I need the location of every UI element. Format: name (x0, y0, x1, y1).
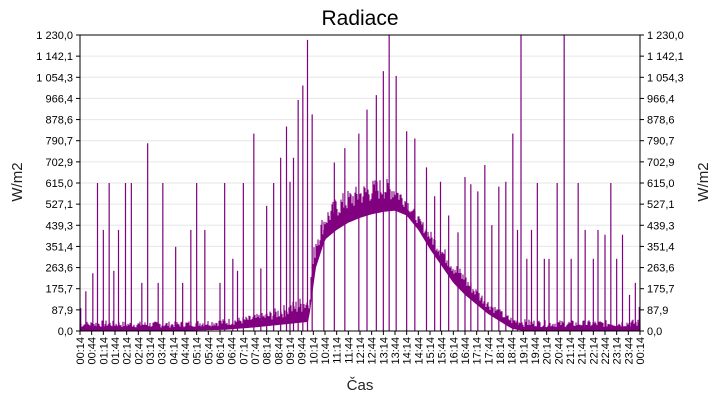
y-tick-label-left: 0,0 (58, 326, 73, 338)
x-tick-label: 14:44 (413, 337, 425, 365)
y-tick-label-right: 87,9 (647, 305, 668, 317)
y-tick-label-left: 1 230,0 (36, 30, 73, 42)
x-tick-label: 22:14 (588, 337, 600, 365)
x-tick-label: 00:14 (75, 337, 87, 365)
x-tick-label: 18:44 (507, 337, 519, 365)
x-tick-label: 08:44 (273, 337, 285, 365)
x-tick-label: 18:14 (495, 337, 507, 365)
x-tick-label: 16:14 (448, 337, 460, 365)
x-tick-label: 13:44 (390, 337, 402, 365)
y-tick-label-right: 1 230,0 (647, 30, 684, 42)
x-tick-label: 02:44 (133, 337, 145, 365)
x-tick-label: 12:14 (355, 337, 367, 365)
x-axis-title: Čas (347, 377, 374, 394)
y-tick-label-left: 790,7 (45, 136, 73, 148)
x-tick-label: 23:14 (612, 337, 624, 365)
x-tick-label: 08:14 (262, 337, 274, 365)
x-tick-label: 17:44 (483, 337, 495, 365)
y-tick-label-right: 0,0 (647, 326, 662, 338)
x-tick-label: 20:44 (553, 337, 565, 365)
y-axis-right-ticks: 0,0 87,9 175,7 263,6 351,4 439,3 527,1 615,0 702… (640, 30, 684, 338)
y-tick-label-left: 175,7 (45, 284, 73, 296)
y-tick-label-left: 702,9 (45, 157, 73, 169)
y-axis-title-left: W/m2 (9, 162, 26, 201)
x-tick-label: 19:14 (518, 337, 530, 365)
y-tick-label-left: 878,6 (45, 115, 73, 127)
x-tick-label: 16:44 (460, 337, 472, 365)
y-tick-label-left: 966,4 (45, 93, 73, 105)
y-tick-label-left: 263,6 (45, 263, 73, 275)
x-tick-label: 11:44 (343, 337, 355, 364)
x-tick-label: 13:14 (378, 337, 390, 365)
x-tick-label: 01:44 (110, 337, 122, 365)
chart-title: Radiace (321, 7, 398, 30)
x-tick-label: 10:44 (320, 337, 332, 365)
x-tick-label: 14:14 (402, 337, 414, 365)
x-tick-label: 07:44 (250, 337, 262, 365)
x-tick-label: 06:44 (227, 337, 239, 365)
y-tick-label-right: 351,4 (647, 241, 675, 253)
x-tick-label: 19:44 (530, 337, 542, 365)
x-tick-label: 20:14 (542, 337, 554, 365)
y-tick-label-right: 966,4 (647, 93, 675, 105)
y-tick-label-left: 351,4 (45, 241, 73, 253)
y-tick-label-right: 439,3 (647, 220, 675, 232)
y-tick-label-right: 702,9 (647, 157, 675, 169)
x-tick-label: 15:14 (425, 337, 437, 365)
y-tick-label-left: 615,0 (45, 178, 73, 190)
x-axis-ticks: 00:14 00:44 01:14 01:44 02:14 02:44 03:14 03:44… (75, 331, 647, 365)
x-tick-label: 02:14 (122, 337, 134, 365)
x-tick-label: 21:44 (577, 337, 589, 365)
y-tick-label-right: 790,7 (647, 136, 675, 148)
y-tick-label-left: 439,3 (45, 220, 73, 232)
x-tick-label: 05:44 (203, 337, 215, 365)
y-tick-label-left: 1 142,1 (36, 51, 73, 63)
y-axis-left-ticks: 0,0 87,9 175,7 263,6 351,4 439,3 527,1 615,0 702… (36, 30, 80, 338)
x-tick-label: 00:44 (87, 337, 99, 365)
x-tick-label: 07:14 (238, 337, 250, 365)
x-tick-label: 03:44 (157, 337, 169, 365)
x-tick-label: 09:14 (285, 337, 297, 365)
x-tick-label: 01:14 (98, 337, 110, 365)
x-tick-label: 21:14 (565, 337, 577, 365)
series-radiation (79, 35, 641, 331)
x-tick-label: 11:14 (332, 337, 344, 364)
y-tick-label-right: 878,6 (647, 115, 675, 127)
x-tick-label: 10:14 (308, 337, 320, 365)
y-tick-label-left: 527,1 (45, 199, 73, 211)
x-tick-label: 15:44 (437, 337, 449, 365)
y-tick-label-right: 527,1 (647, 199, 675, 211)
y-tick-label-left: 87,9 (52, 305, 73, 317)
y-tick-label-right: 263,6 (647, 263, 675, 275)
x-tick-label: 17:14 (472, 337, 484, 365)
y-tick-label-right: 615,0 (647, 178, 675, 190)
y-axis-title-right: W/m2 (695, 162, 712, 201)
x-tick-label: 22:44 (600, 337, 612, 365)
y-tick-label-right: 1 054,3 (647, 72, 684, 84)
x-tick-label: 06:14 (215, 337, 227, 365)
x-tick-label: 04:14 (168, 337, 180, 365)
x-tick-label: 23:44 (623, 337, 635, 365)
x-tick-label: 04:44 (180, 337, 192, 365)
x-tick-label: 12:44 (367, 337, 379, 365)
x-tick-label: 09:44 (297, 337, 309, 365)
y-tick-label-right: 1 142,1 (647, 51, 684, 63)
baseline-gap (80, 210, 640, 331)
x-tick-label: 05:14 (192, 337, 204, 365)
x-tick-label: 00:14 (635, 337, 647, 365)
x-tick-label: 03:14 (145, 337, 157, 365)
y-tick-label-right: 175,7 (647, 284, 675, 296)
y-tick-label-left: 1 054,3 (36, 72, 73, 84)
